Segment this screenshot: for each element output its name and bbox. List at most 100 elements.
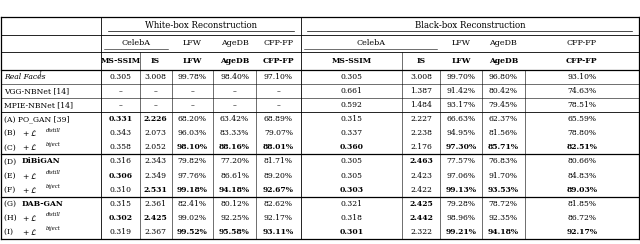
Text: 0.305: 0.305: [109, 73, 131, 81]
Text: 0.305: 0.305: [340, 73, 362, 81]
Text: 1.387: 1.387: [410, 87, 432, 95]
Text: AgeDB: AgeDB: [490, 39, 517, 47]
Text: + $\mathcal{L}$: + $\mathcal{L}$: [22, 185, 38, 195]
Text: 86.61%: 86.61%: [220, 172, 249, 180]
Text: –: –: [154, 101, 157, 109]
Text: 66.63%: 66.63%: [447, 115, 476, 123]
Text: 63.42%: 63.42%: [220, 115, 249, 123]
Text: 62.37%: 62.37%: [489, 115, 518, 123]
Text: 68.89%: 68.89%: [264, 115, 293, 123]
Text: 0.321: 0.321: [340, 200, 362, 208]
Text: –: –: [276, 87, 280, 95]
Text: (G): (G): [4, 200, 19, 208]
Text: 79.28%: 79.28%: [447, 200, 476, 208]
Text: 78.51%: 78.51%: [567, 101, 596, 109]
Text: 0.305: 0.305: [340, 172, 362, 180]
Text: 93.10%: 93.10%: [567, 73, 596, 81]
Text: White-box Reconstruction: White-box Reconstruction: [145, 21, 257, 30]
Text: 99.52%: 99.52%: [177, 228, 208, 236]
Text: 83.33%: 83.33%: [220, 129, 249, 137]
Text: 0.310: 0.310: [109, 186, 131, 194]
Text: 0.301: 0.301: [339, 228, 364, 236]
Text: 2.361: 2.361: [145, 200, 166, 208]
Text: LFW: LFW: [452, 39, 470, 47]
Text: CelebA: CelebA: [122, 39, 151, 47]
Text: distill: distill: [46, 170, 61, 175]
Text: 2.176: 2.176: [410, 143, 432, 151]
Text: 77.57%: 77.57%: [447, 157, 476, 165]
Text: (E): (E): [4, 172, 19, 180]
Text: (F): (F): [4, 186, 18, 194]
Text: 81.71%: 81.71%: [264, 157, 293, 165]
Text: 78.72%: 78.72%: [489, 200, 518, 208]
Text: DiBiGAN: DiBiGAN: [21, 157, 60, 165]
Text: 65.59%: 65.59%: [567, 115, 596, 123]
Text: 95.58%: 95.58%: [219, 228, 250, 236]
Text: (A) PO_GAN [39]: (A) PO_GAN [39]: [4, 115, 70, 123]
Text: 80.42%: 80.42%: [489, 87, 518, 95]
Text: 2.052: 2.052: [145, 143, 166, 151]
Text: 92.25%: 92.25%: [220, 214, 249, 222]
Text: –: –: [154, 87, 157, 95]
Text: –: –: [118, 101, 122, 109]
Text: 3.008: 3.008: [410, 73, 432, 81]
Text: LFW: LFW: [182, 57, 202, 65]
Text: (D): (D): [4, 157, 19, 165]
Text: –: –: [276, 101, 280, 109]
Text: 98.96%: 98.96%: [447, 214, 476, 222]
Text: 2.322: 2.322: [410, 228, 432, 236]
Text: 99.02%: 99.02%: [178, 214, 207, 222]
Text: 97.30%: 97.30%: [445, 143, 477, 151]
Text: 79.45%: 79.45%: [489, 101, 518, 109]
Text: 0.331: 0.331: [108, 115, 132, 123]
Text: 82.51%: 82.51%: [566, 143, 597, 151]
Text: 99.18%: 99.18%: [177, 186, 208, 194]
Text: 3.008: 3.008: [145, 73, 166, 81]
Text: LFW: LFW: [183, 39, 202, 47]
Text: –: –: [232, 87, 237, 95]
Text: 2.425: 2.425: [143, 214, 168, 222]
Text: + $\mathcal{L}$: + $\mathcal{L}$: [22, 227, 38, 237]
Text: 97.10%: 97.10%: [264, 73, 293, 81]
Text: 91.42%: 91.42%: [447, 87, 476, 95]
Text: 0.343: 0.343: [109, 129, 131, 137]
Text: 2.226: 2.226: [144, 115, 167, 123]
Text: 2.442: 2.442: [409, 214, 433, 222]
Text: 0.303: 0.303: [339, 186, 364, 194]
Text: + $\mathcal{L}$: + $\mathcal{L}$: [22, 171, 38, 181]
Text: 2.425: 2.425: [409, 200, 433, 208]
Text: 99.78%: 99.78%: [178, 73, 207, 81]
Text: 0.316: 0.316: [109, 157, 131, 165]
Text: 2.367: 2.367: [145, 228, 166, 236]
Text: 99.70%: 99.70%: [447, 73, 476, 81]
Text: 0.592: 0.592: [340, 101, 362, 109]
Text: 94.18%: 94.18%: [488, 228, 519, 236]
Text: 82.62%: 82.62%: [264, 200, 293, 208]
Text: + $\mathcal{L}$: + $\mathcal{L}$: [22, 128, 38, 138]
Text: 0.315: 0.315: [340, 115, 362, 123]
Text: IS: IS: [417, 57, 426, 65]
Text: CFP-FP: CFP-FP: [566, 57, 598, 65]
Text: AgeDB: AgeDB: [220, 57, 249, 65]
Text: 89.20%: 89.20%: [264, 172, 293, 180]
Text: MS-SSIM: MS-SSIM: [332, 57, 371, 65]
Text: distill: distill: [46, 212, 61, 217]
Text: 98.40%: 98.40%: [220, 73, 249, 81]
Text: biject: biject: [46, 226, 61, 232]
Text: Black-box Reconstruction: Black-box Reconstruction: [415, 21, 525, 30]
Text: 68.20%: 68.20%: [178, 115, 207, 123]
Text: 77.20%: 77.20%: [220, 157, 249, 165]
Text: 0.306: 0.306: [108, 172, 132, 180]
Text: (B): (B): [4, 129, 19, 137]
Text: 84.83%: 84.83%: [567, 172, 596, 180]
Text: 2.238: 2.238: [410, 129, 432, 137]
Text: CFP-FP: CFP-FP: [262, 57, 294, 65]
Text: VGG-NBNet [14]: VGG-NBNet [14]: [4, 87, 70, 95]
Text: 81.56%: 81.56%: [489, 129, 518, 137]
Text: 76.83%: 76.83%: [489, 157, 518, 165]
Text: 2.422: 2.422: [410, 186, 432, 194]
Text: 81.85%: 81.85%: [567, 200, 596, 208]
Text: 92.17%: 92.17%: [264, 214, 293, 222]
Text: AgeDB: AgeDB: [489, 57, 518, 65]
Text: 80.12%: 80.12%: [220, 200, 249, 208]
